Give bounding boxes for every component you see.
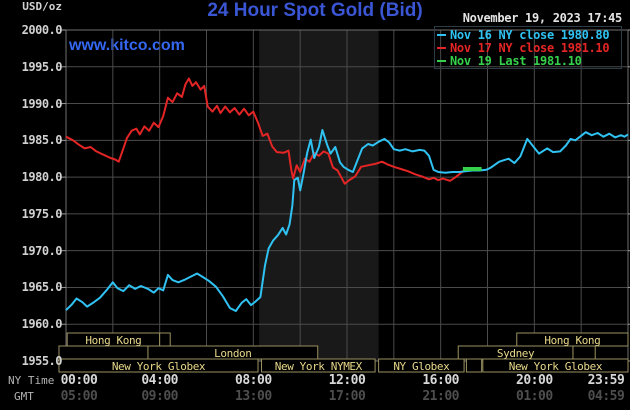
ny-time-axis-label: NY Time: [8, 374, 55, 387]
session-band-label: Hong Kong: [85, 334, 142, 347]
y-axis-tick-label: 1955.0: [21, 354, 63, 368]
legend-label: Nov 16 NY close 1980.80: [450, 27, 610, 42]
session-band-label: New York NYMEX: [274, 360, 363, 373]
legend-label: Nov 19 Last 1981.10: [450, 53, 582, 68]
x-axis-ny-label: 12:00: [328, 373, 366, 388]
legend: Nov 16 NY close 1980.80 Nov 17 NY close 1…: [434, 26, 622, 69]
y-axis-tick-label: 1975.0: [21, 206, 63, 221]
x-axis-gmt-label: 09:00: [141, 389, 178, 404]
session-band: [159, 332, 171, 347]
legend-item: Nov 17 NY close 1981.10: [437, 40, 619, 55]
session-band: [572, 345, 596, 360]
session-band-label: London: [214, 347, 252, 360]
y-axis-tick-label: 1970.0: [21, 243, 63, 258]
datetime-label: November 19, 2023 17:45: [462, 11, 623, 25]
page-title: 24 Hour Spot Gold (Bid): [207, 0, 423, 21]
legend-label: Nov 17 NY close 1981.10: [450, 40, 610, 55]
legend-swatch: [437, 59, 446, 62]
y-axis-tick-label: 1965.0: [21, 280, 63, 295]
legend-swatch: [437, 46, 446, 49]
x-axis-ny-label: 20:00: [516, 373, 553, 388]
y-axis-tick-label: 1960.0: [21, 317, 63, 332]
session-band-label: New York Globex: [508, 360, 603, 373]
y-axis-tick-label: 2000.0: [21, 23, 63, 37]
kitco-link[interactable]: www.kitco.com: [69, 37, 185, 54]
legend-swatch: [437, 33, 446, 36]
gmt-axis-label: GMT: [14, 390, 34, 403]
session-band-label: Sydney: [496, 347, 535, 360]
x-axis-gmt-label: 17:00: [328, 389, 366, 404]
y-axis-tick-label: 1980.0: [21, 170, 63, 185]
nov17-price-line: [65, 77, 482, 185]
y-axis-tick-label: 1990.0: [21, 96, 63, 111]
session-band: [378, 358, 465, 373]
session-band: [58, 358, 259, 373]
x-axis-gmt-label: 05:00: [60, 389, 98, 404]
session-band-label: NY Globex: [393, 360, 450, 373]
session-band: [261, 358, 376, 373]
y-axis-tick-label: 1995.0: [21, 59, 63, 74]
legend-item: Nov 19 Last 1981.10: [437, 53, 619, 68]
y-axis-unit-label: USD/oz: [22, 0, 62, 13]
x-axis-gmt-label: 04:59: [587, 389, 625, 404]
session-band-label: New York Globex: [111, 360, 206, 373]
x-axis-ny-label: 04:00: [141, 373, 178, 388]
legend-item: Nov 16 NY close 1980.80: [437, 27, 619, 42]
session-band: [465, 358, 483, 373]
x-axis-gmt-label: 13:00: [235, 389, 272, 404]
session-band: [482, 358, 629, 373]
nymex-session-shade: [259, 30, 379, 361]
nov16-price-line: [65, 129, 629, 312]
y-axis-tick-label: 1985.0: [21, 133, 63, 148]
x-axis-ny-label: 23:59: [587, 373, 625, 388]
session-band: [58, 345, 149, 360]
x-axis-gmt-label: 21:00: [422, 389, 459, 404]
x-axis-ny-label: 08:00: [235, 373, 272, 388]
x-axis-gmt-label: 01:00: [516, 389, 553, 404]
session-band-label: Hong Kong: [544, 334, 601, 347]
x-axis-ny-label: 00:00: [60, 373, 98, 388]
x-axis-ny-label: 16:00: [422, 373, 459, 388]
